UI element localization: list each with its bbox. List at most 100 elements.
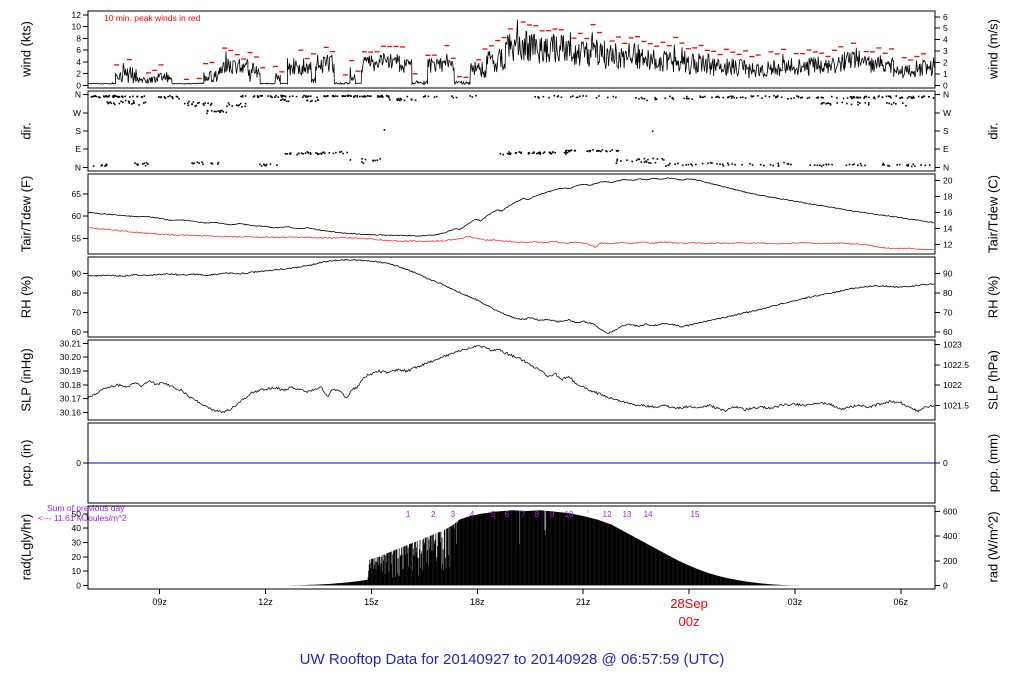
wind-left-axis-label: wind (kts)	[18, 21, 34, 77]
panel-relative-humidity: 60 70 80 90 60 70 80 90	[72, 256, 953, 338]
x-tick-label: 12z	[258, 597, 273, 607]
panel-temperature-dewpoint: 55 60 65 12 14 16 18 20	[72, 173, 953, 255]
slp-line	[87, 345, 935, 414]
svg-text:600: 600	[943, 507, 957, 517]
dir-right-axis-label: dir.	[985, 122, 1001, 140]
svg-text:65: 65	[72, 189, 82, 199]
svg-text:12: 12	[72, 10, 82, 20]
svg-text:8: 8	[76, 33, 81, 43]
svg-text:1021.5: 1021.5	[943, 401, 969, 411]
svg-text:60: 60	[943, 327, 953, 337]
svg-text:10: 10	[72, 22, 82, 32]
rh-line	[87, 258, 935, 334]
svg-text:90: 90	[72, 269, 82, 279]
wind-right-axis-label: wind (m/s)	[985, 19, 1001, 79]
svg-text:6: 6	[943, 12, 948, 22]
svg-text:N: N	[75, 90, 81, 100]
svg-text:S: S	[943, 126, 949, 136]
x-tick-label: 06z	[894, 597, 909, 607]
temp-left-axis-label: Tair/Tdew (F)	[18, 175, 34, 253]
x-tick-label-date: 28Sep	[670, 596, 708, 611]
x-tick-label: 21z	[576, 597, 591, 607]
svg-text:20: 20	[943, 176, 953, 186]
peak-winds-note: 10 min. peak winds in red	[104, 13, 201, 23]
x-tick-label-00z: 00z	[679, 614, 700, 629]
svg-text:0: 0	[943, 580, 948, 590]
svg-text:S: S	[75, 126, 81, 136]
svg-text:60: 60	[72, 211, 82, 221]
svg-text:1: 1	[943, 69, 948, 79]
svg-text:40: 40	[72, 523, 82, 533]
svg-text:14: 14	[943, 224, 953, 234]
svg-text:30.20: 30.20	[60, 352, 82, 362]
dir-left-axis-label: dir.	[18, 122, 34, 140]
svg-text:20: 20	[72, 552, 82, 562]
rad-cumulative-mark: 12	[603, 510, 612, 519]
svg-text:0: 0	[943, 458, 948, 468]
svg-text:N: N	[943, 162, 949, 172]
svg-text:W: W	[943, 108, 951, 118]
rad-left-axis-label: rad(Lgly/hr)	[18, 513, 34, 581]
tair-line	[87, 177, 935, 237]
svg-text:4: 4	[943, 35, 948, 45]
svg-text:4: 4	[76, 57, 81, 67]
rad-sum-note-line2: <--- 11.61 MJoules/m^2	[38, 513, 127, 523]
svg-text:N: N	[943, 90, 949, 100]
rh-right-axis-label: RH (%)	[985, 275, 1001, 319]
svg-text:60: 60	[72, 327, 82, 337]
svg-text:5: 5	[943, 23, 948, 33]
rad-cumulative-mark: 14	[644, 510, 653, 519]
rad-cumulative-mark: 1	[406, 510, 411, 519]
rad-cumulative-mark: 10	[565, 510, 574, 519]
svg-text:30.21: 30.21	[60, 338, 82, 348]
x-tick-label: 03z	[788, 597, 803, 607]
slp-left-axis-label: SLP (inHg)	[18, 348, 34, 412]
rh-left-axis-label: RH (%)	[18, 275, 34, 319]
rad-cumulative-mark: 5	[491, 510, 496, 519]
svg-text:70: 70	[72, 308, 82, 318]
svg-text:10: 10	[72, 566, 82, 576]
svg-text:12: 12	[943, 240, 953, 250]
wind-speed-line	[87, 19, 936, 86]
svg-text:80: 80	[72, 288, 82, 298]
pcp-right-axis-label: pcp. (mm)	[985, 433, 1001, 493]
svg-text:18: 18	[943, 192, 953, 202]
pcp-left-axis-label: pcp. (in)	[18, 439, 34, 487]
svg-text:3: 3	[943, 46, 948, 56]
rad-cumulative-mark: 13	[622, 510, 631, 519]
svg-text:6: 6	[76, 45, 81, 55]
svg-text:0: 0	[76, 80, 81, 90]
svg-text:1022.5: 1022.5	[943, 360, 969, 370]
svg-text:30.16: 30.16	[60, 407, 82, 417]
svg-text:90: 90	[943, 269, 953, 279]
svg-text:0: 0	[76, 580, 81, 590]
svg-text:2: 2	[943, 58, 948, 68]
svg-text:16: 16	[943, 208, 953, 218]
svg-text:1023: 1023	[943, 339, 962, 349]
rad-right-axis-label: rad (W/m^2)	[985, 511, 1001, 583]
svg-text:N: N	[75, 162, 81, 172]
svg-text:30: 30	[72, 537, 82, 547]
svg-text:0: 0	[76, 458, 81, 468]
panel-sea-level-pressure: 30.16 30.17 30.18 30.19 30.20 30.21 1021.5 1022…	[60, 338, 969, 421]
svg-text:30.17: 30.17	[60, 394, 82, 404]
svg-text:1022: 1022	[943, 380, 962, 390]
tdew-line	[87, 227, 935, 251]
chart-title: UW Rooftop Data for 20140927 to 20140928…	[299, 651, 725, 668]
svg-text:50: 50	[72, 509, 82, 519]
svg-text:2: 2	[76, 69, 81, 79]
svg-text:55: 55	[72, 233, 82, 243]
svg-text:E: E	[943, 144, 949, 154]
svg-text:30.19: 30.19	[60, 366, 82, 376]
svg-text:W: W	[73, 108, 81, 118]
slp-right-axis-label: SLP (hPa)	[985, 350, 1001, 410]
svg-text:70: 70	[943, 308, 953, 318]
rad-cumulative-mark: 3	[451, 510, 456, 519]
x-tick-label: 09z	[152, 597, 167, 607]
